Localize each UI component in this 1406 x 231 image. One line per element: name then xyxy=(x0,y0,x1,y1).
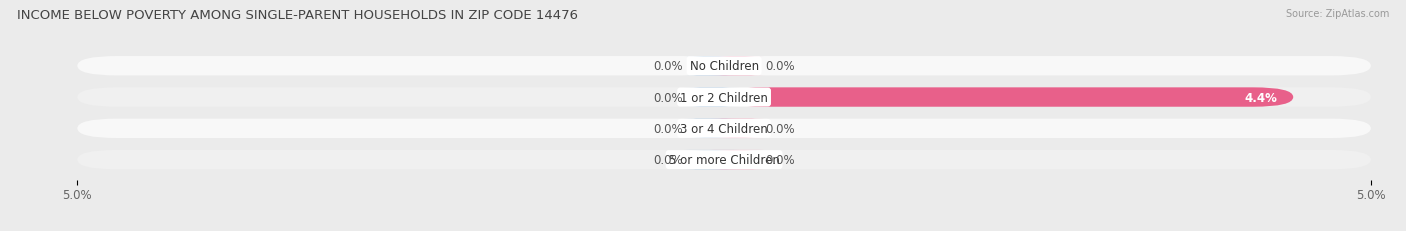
Text: 0.0%: 0.0% xyxy=(765,153,796,166)
Text: 0.0%: 0.0% xyxy=(765,60,796,73)
Text: 3 or 4 Children: 3 or 4 Children xyxy=(681,122,768,135)
Text: 0.0%: 0.0% xyxy=(652,153,683,166)
Text: 5 or more Children: 5 or more Children xyxy=(669,153,779,166)
Text: 1 or 2 Children: 1 or 2 Children xyxy=(681,91,768,104)
FancyBboxPatch shape xyxy=(77,88,1371,107)
FancyBboxPatch shape xyxy=(710,57,765,76)
FancyBboxPatch shape xyxy=(77,119,1371,138)
FancyBboxPatch shape xyxy=(77,150,1371,170)
Text: 0.0%: 0.0% xyxy=(652,122,683,135)
FancyBboxPatch shape xyxy=(683,150,738,170)
Text: 4.4%: 4.4% xyxy=(1244,91,1278,104)
FancyBboxPatch shape xyxy=(683,119,738,138)
FancyBboxPatch shape xyxy=(683,57,738,76)
FancyBboxPatch shape xyxy=(710,150,765,170)
FancyBboxPatch shape xyxy=(724,88,1294,107)
FancyBboxPatch shape xyxy=(710,119,765,138)
Text: Source: ZipAtlas.com: Source: ZipAtlas.com xyxy=(1285,9,1389,19)
Text: 0.0%: 0.0% xyxy=(652,91,683,104)
Text: No Children: No Children xyxy=(689,60,759,73)
FancyBboxPatch shape xyxy=(77,57,1371,76)
FancyBboxPatch shape xyxy=(683,88,738,107)
Text: 0.0%: 0.0% xyxy=(652,60,683,73)
Text: INCOME BELOW POVERTY AMONG SINGLE-PARENT HOUSEHOLDS IN ZIP CODE 14476: INCOME BELOW POVERTY AMONG SINGLE-PARENT… xyxy=(17,9,578,22)
Text: 0.0%: 0.0% xyxy=(765,122,796,135)
